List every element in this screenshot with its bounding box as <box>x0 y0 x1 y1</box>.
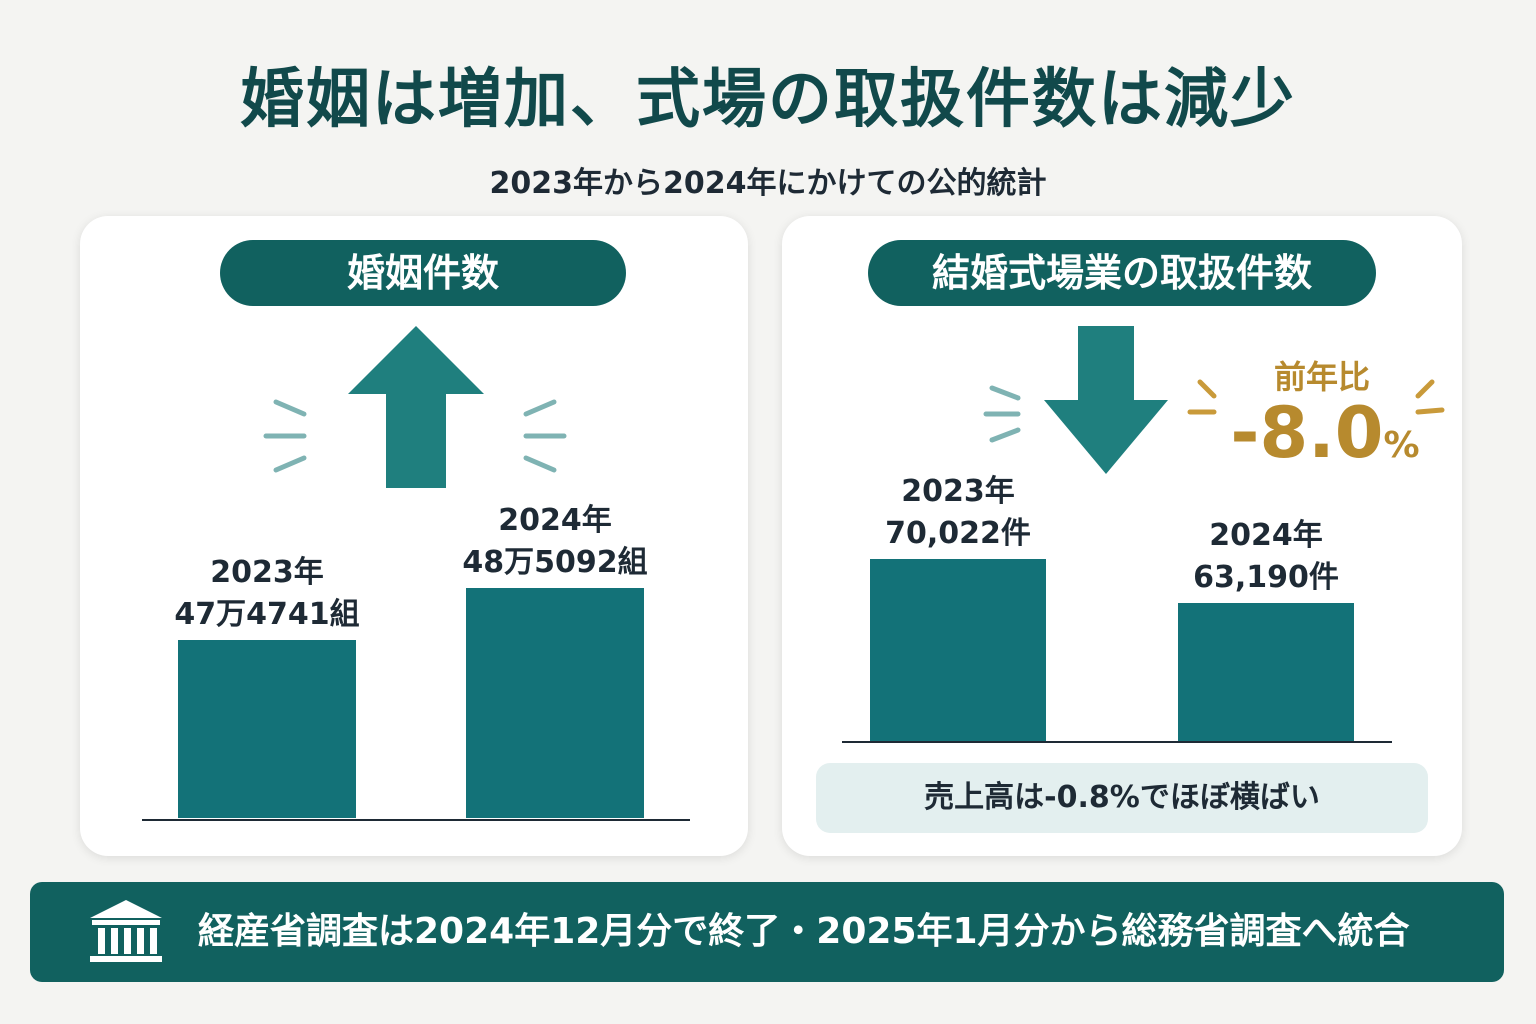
yoy-figure: -8.0% <box>1220 392 1430 474</box>
yoy-unit: % <box>1383 425 1420 466</box>
bar-value-label: 48万5092組 <box>462 545 647 580</box>
emphasis-lines-left <box>263 399 307 473</box>
sparkle-lines-yoy <box>1187 379 1445 415</box>
bar-category-label: 2023年 <box>210 555 324 590</box>
page-subtitle: 2023年から2024年にかけての公的統計 <box>489 166 1047 201</box>
down-arrow-icon <box>1044 326 1168 474</box>
bar-2024年 <box>1178 603 1354 741</box>
bar-category-label: 2024年 <box>498 503 612 538</box>
bar-value-label: 70,022件 <box>885 516 1031 551</box>
bar-2023年 <box>870 559 1046 741</box>
bar-value-label: 63,190件 <box>1193 560 1339 595</box>
marriage-panel: 婚姻件数 2023年 47万4741組 2024年 48万5092組 <box>80 216 748 856</box>
sales-note: 売上高は-0.8%でほぼ横ばい <box>816 763 1428 833</box>
emphasis-lines-venue <box>983 385 1021 443</box>
marriage-chart: 2023年 47万4741組 2024年 48万5092組 <box>142 326 690 821</box>
emphasis-lines-right <box>523 399 567 473</box>
government-building-icon <box>90 900 162 962</box>
marriage-heading: 婚姻件数 <box>220 240 626 306</box>
footer-banner: 経産省調査は2024年12月分で終了・2025年1月分から総務省調査へ統合 <box>30 882 1504 982</box>
page-title: 婚姻は増加、式場の取扱件数は減少 <box>240 63 1296 137</box>
bar-2024年 <box>466 588 644 818</box>
venue-heading: 結婚式場業の取扱件数 <box>868 240 1376 306</box>
bar-category-label: 2023年 <box>901 474 1015 509</box>
yoy-value: -8.0 <box>1230 392 1384 474</box>
yoy-label: 前年比 <box>1273 358 1370 396</box>
footer-text: 経産省調査は2024年12月分で終了・2025年1月分から総務省調査へ統合 <box>198 911 1410 952</box>
venue-chart: 2023年 70,022件 2024年 63,190件 <box>842 326 1445 743</box>
bar-category-label: 2024年 <box>1209 518 1323 553</box>
bar-value-label: 47万4741組 <box>174 597 359 632</box>
up-arrow-icon <box>348 326 484 488</box>
venue-panel: 結婚式場業の取扱件数 2023年 70,022件 2024年 63,190件 前年比 … <box>782 216 1462 856</box>
bar-2023年 <box>178 640 356 818</box>
